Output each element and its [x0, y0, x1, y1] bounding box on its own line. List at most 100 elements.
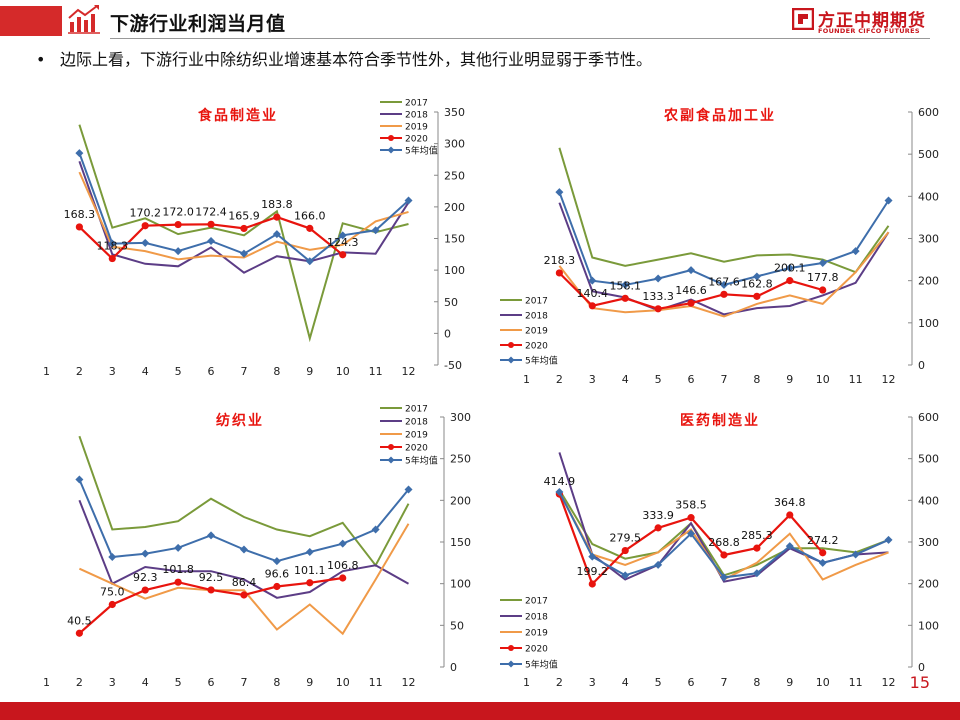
- data-label: 358.5: [675, 499, 707, 512]
- x-tick-label: 3: [589, 676, 596, 689]
- data-label: 199.2: [577, 565, 609, 578]
- data-label: 200.1: [774, 262, 806, 275]
- series-line-2018: [78, 160, 410, 274]
- point-5yr-avg: [884, 196, 893, 205]
- point-5yr-avg: [654, 560, 663, 569]
- point-2020: [240, 591, 248, 599]
- data-label: 177.8: [807, 271, 839, 284]
- series-line-2019: [558, 231, 890, 318]
- x-tick-label: 4: [142, 365, 149, 378]
- x-tick-label: 11: [369, 676, 383, 689]
- x-tick-label: 7: [240, 365, 247, 378]
- data-label: 40.5: [67, 614, 92, 627]
- point-5yr-avg: [108, 553, 117, 561]
- y-tick-label: 0: [444, 327, 451, 340]
- series-line-5年均值: [558, 191, 890, 286]
- x-tick-label: 7: [240, 676, 247, 689]
- data-label: 167.6: [708, 275, 740, 288]
- y-tick-label: 100: [444, 264, 465, 277]
- data-label: 168.3: [64, 208, 96, 221]
- x-tick-label: 1: [43, 676, 50, 689]
- y-tick-label: 300: [918, 233, 939, 246]
- legend-marker: [508, 342, 514, 348]
- data-label: 364.8: [774, 496, 806, 509]
- brand-logo: 方正中期期货 FOUNDER CIFCO FUTURES: [792, 6, 942, 38]
- point-5yr-avg: [141, 549, 150, 558]
- point-5yr-avg: [174, 543, 183, 552]
- y-tick-label: 150: [450, 536, 471, 549]
- x-tick-label: 4: [622, 373, 629, 386]
- legend-label: 2020: [405, 444, 428, 454]
- point-2020: [273, 213, 281, 221]
- point-2020: [720, 551, 728, 559]
- x-tick-label: 10: [816, 373, 830, 386]
- point-2020: [108, 254, 116, 263]
- data-label: 133.3: [642, 290, 674, 303]
- x-tick-label: 6: [688, 676, 695, 689]
- y-tick-label: 300: [444, 138, 465, 151]
- x-tick-label: 3: [589, 373, 596, 386]
- y-tick-label: 200: [444, 201, 465, 214]
- x-tick-label: 5: [175, 365, 182, 378]
- y-tick-label: 400: [918, 494, 939, 507]
- y-tick-label: 400: [918, 190, 939, 203]
- data-label: 96.6: [265, 568, 290, 581]
- point-2020: [75, 223, 83, 231]
- legend-marker: [508, 645, 514, 651]
- point-5yr-avg: [305, 548, 314, 556]
- data-label: 165.9: [228, 209, 260, 222]
- series-line-2018: [78, 499, 409, 599]
- y-tick-label: 200: [450, 494, 471, 507]
- y-tick-label: 0: [918, 359, 925, 372]
- y-tick-label: 350: [444, 106, 465, 119]
- x-tick-label: 11: [849, 373, 863, 386]
- x-tick-label: 7: [720, 373, 727, 386]
- point-5yr-avg: [654, 274, 663, 283]
- y-tick-label: 250: [444, 169, 465, 182]
- legend-marker: [387, 456, 395, 464]
- x-tick-label: 8: [753, 373, 760, 386]
- legend-label: 2017: [525, 297, 548, 307]
- data-label: 75.0: [100, 586, 125, 599]
- x-tick-label: 5: [655, 373, 662, 386]
- point-2020: [786, 511, 794, 519]
- x-tick-label: 10: [336, 365, 350, 378]
- y-tick-label: 600: [918, 411, 939, 424]
- x-tick-label: 6: [208, 676, 215, 689]
- point-5yr-avg: [75, 475, 84, 484]
- point-2020: [339, 251, 347, 259]
- data-label: 124.3: [327, 236, 359, 249]
- data-label: 183.8: [261, 198, 293, 211]
- data-label: 101.8: [162, 563, 194, 576]
- point-2020: [108, 600, 116, 609]
- x-tick-label: 2: [556, 676, 563, 689]
- point-5yr-avg: [555, 188, 564, 197]
- legend-label: 5年均值: [525, 355, 558, 367]
- point-5yr-avg: [785, 264, 794, 273]
- legend-label: 2019: [405, 431, 428, 441]
- legend-label: 2018: [525, 613, 548, 623]
- point-2020: [174, 578, 182, 586]
- legend-label: 2017: [405, 99, 428, 109]
- y-tick-label: 500: [918, 453, 939, 466]
- x-tick-label: 3: [109, 676, 116, 689]
- legend-label: 5年均值: [405, 145, 438, 157]
- x-tick-label: 9: [786, 373, 793, 386]
- y-tick-label: 300: [918, 536, 939, 549]
- x-tick-label: 12: [402, 676, 416, 689]
- x-tick-label: 6: [208, 365, 215, 378]
- series-line-2018: [558, 202, 890, 316]
- point-5yr-avg: [851, 247, 860, 256]
- y-tick-label: 500: [918, 148, 939, 161]
- x-tick-label: 10: [816, 676, 830, 689]
- data-label: 162.8: [741, 277, 773, 290]
- point-5yr-avg: [75, 149, 84, 158]
- point-2020: [141, 222, 149, 230]
- y-tick-label: 50: [444, 296, 458, 309]
- header-accent-bar: [0, 6, 62, 36]
- point-5yr-avg: [785, 542, 794, 551]
- y-tick-label: 200: [918, 578, 939, 591]
